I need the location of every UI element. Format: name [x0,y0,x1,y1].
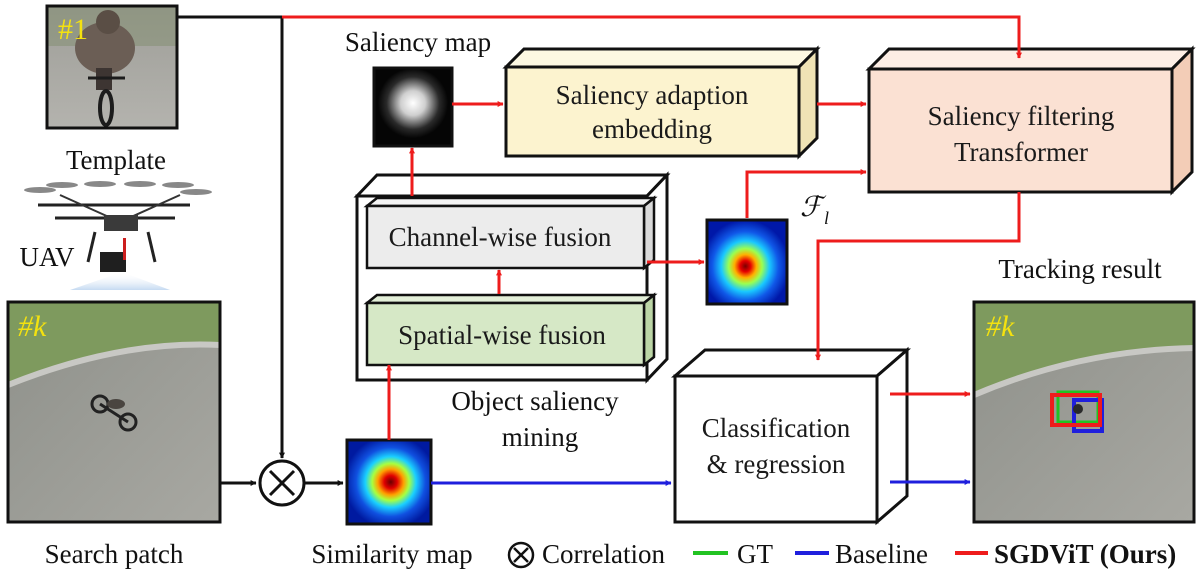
blue-arrows [431,479,971,486]
red-arrows [282,15,1022,440]
feature-map-fl-image [705,218,789,306]
saliency-adaption-label-line1: Saliency adaption [556,80,749,110]
legend-baseline: Baseline [835,539,928,569]
ours-box [1050,393,1102,427]
saliency-filtering-label-line1: Saliency filtering [928,101,1115,131]
legend-correlation: Correlation [542,539,665,569]
saliency-adaption-label-line2: embedding [592,114,712,144]
tracking-result-label: Tracking result [998,254,1162,284]
saliency-filtering-label-line2: Transformer [954,137,1088,167]
legend: Correlation GT Baseline SGDViT (Ours) [507,539,1176,569]
object-saliency-mining-label-line1: Object saliency [451,386,619,416]
result-frame-tag: #k [986,310,1015,343]
tracking-result-image [972,300,1196,524]
correlation-legend-icon [507,541,535,569]
channel-wise-fusion-label: Channel-wise fusion [389,222,612,252]
spatial-wise-fusion-box [363,292,658,368]
similarity-map-label: Similarity map [311,539,472,569]
template-image [45,4,179,130]
legend-gt: GT [737,539,773,569]
similarity-map-image [345,438,433,526]
template-frame-tag: #1 [58,13,88,46]
classification-label-line2: & regression [707,449,846,479]
saliency-adaption-embedding-box [502,45,821,160]
template-label: Template [66,145,166,175]
search-frame-tag: #k [18,310,47,343]
spatial-wise-fusion-label: Spatial-wise fusion [398,320,606,350]
saliency-map-label: Saliency map [345,27,491,57]
uav-label: UAV [19,242,75,272]
search-patch-label: Search patch [45,539,184,569]
classification-regression-box [670,346,912,526]
channel-wise-fusion-box [363,195,658,271]
saliency-filtering-transformer-box [865,45,1196,196]
saliency-map-image [372,66,454,148]
search-patch-image [6,300,222,524]
object-saliency-mining-label-line2: mining [502,422,579,452]
uav-drone-icon [24,181,212,290]
legend-ours: SGDViT (Ours) [994,539,1176,569]
classification-label-line1: Classification [702,413,851,443]
correlation-node [258,459,306,507]
